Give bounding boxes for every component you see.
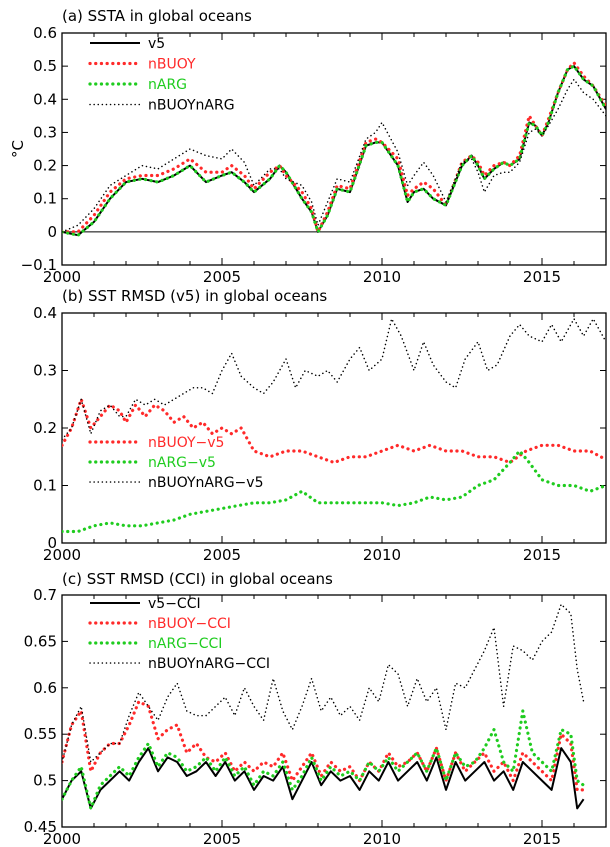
plot-frame — [61, 32, 607, 266]
y-tick-label: 0.4 — [33, 90, 57, 108]
legend-label: nBUOYnARG−v5 — [148, 475, 263, 491]
legend-label: nBUOY — [148, 57, 196, 73]
legend-label: v5 — [148, 36, 165, 52]
legend: nBUOY−v5 nARG−v5 nBUOYnARG−v5 — [88, 435, 263, 491]
y-tick-label: 0.2 — [33, 419, 57, 437]
legend-label: nBUOY−CCI — [148, 616, 231, 632]
plot-frame — [61, 312, 607, 544]
panel-title: (c) SST RMSD (CCI) in global oceans — [62, 570, 333, 588]
series-line — [62, 65, 606, 237]
y-tick-label: 0.1 — [33, 190, 57, 208]
y-tick-label: 0.4 — [33, 304, 57, 322]
y-tick-label: 0.6 — [33, 24, 57, 42]
y-tick-label: 0.2 — [33, 157, 57, 175]
legend: v5−CCI nBUOY−CCI nARG−CCI nBUOYnARG−CCI — [88, 596, 270, 672]
x-tick-label: 2000 — [43, 546, 81, 564]
legend-label: nARG−CCI — [148, 636, 222, 652]
y-tick-label: 0.3 — [33, 362, 57, 380]
x-tick-label: 2015 — [523, 546, 561, 564]
series-line — [62, 64, 606, 237]
x-tick-label: 2015 — [523, 830, 561, 847]
x-tick-label: 2010 — [363, 546, 401, 564]
x-tick-label: 2005 — [203, 830, 241, 847]
legend-label: nBUOYnARG — [148, 98, 235, 114]
series-line — [62, 709, 586, 810]
y-tick-label: 0.1 — [33, 477, 57, 495]
plot-frame — [61, 594, 607, 828]
series-group — [62, 318, 606, 534]
series-line — [62, 61, 606, 234]
y-tick-label: 0.5 — [33, 57, 57, 75]
series-group — [62, 61, 606, 237]
series-line — [62, 449, 606, 534]
series-line — [62, 78, 606, 233]
series-line — [62, 397, 606, 465]
x-tick-label: 2000 — [43, 268, 81, 286]
y-tick-label: 0 — [47, 223, 57, 241]
panel-a: (a) SSTA in global oceans −0.1 0 0.1 0.2 0.3… — [9, 7, 607, 286]
legend-label: nARG — [148, 77, 187, 93]
y-tick-label: 0.5 — [33, 772, 57, 790]
y-tick-label: 0.45 — [24, 818, 57, 836]
y-tick-label: 0.55 — [24, 725, 57, 743]
y-tick-label: 0.65 — [24, 632, 57, 650]
y-axis-label: °C — [9, 140, 27, 158]
series-line — [62, 603, 585, 763]
panel-title: (a) SSTA in global oceans — [62, 7, 252, 25]
x-tick-label: 2010 — [363, 830, 401, 847]
x-tick-label: 2010 — [363, 268, 401, 286]
series-group — [62, 603, 586, 810]
legend-label: nBUOYnARG−CCI — [148, 656, 270, 672]
x-tick-label: 2015 — [523, 268, 561, 286]
series-line — [62, 318, 606, 441]
series-line — [62, 700, 586, 792]
y-tick-label: 0.7 — [33, 586, 57, 604]
legend-label: nARG−v5 — [148, 455, 216, 471]
legend-label: nBUOY−v5 — [148, 435, 224, 451]
x-tick-label: 2005 — [203, 546, 241, 564]
panel-c: (c) SST RMSD (CCI) in global oceans 0.45… — [24, 570, 607, 847]
y-tick-label: 0.6 — [33, 679, 57, 697]
x-tick-label: 2005 — [203, 268, 241, 286]
panel-title: (b) SST RMSD (v5) in global oceans — [62, 287, 327, 305]
y-tick-label: 0.3 — [33, 123, 57, 141]
series-line — [62, 747, 585, 810]
y-tick-label: 0 — [47, 534, 57, 552]
panel-b: (b) SST RMSD (v5) in global oceans 0 0.1 0… — [33, 287, 607, 564]
x-tick-label: 2000 — [43, 830, 81, 847]
y-tick-label: −0.1 — [21, 256, 57, 274]
legend-label: v5−CCI — [148, 596, 201, 612]
